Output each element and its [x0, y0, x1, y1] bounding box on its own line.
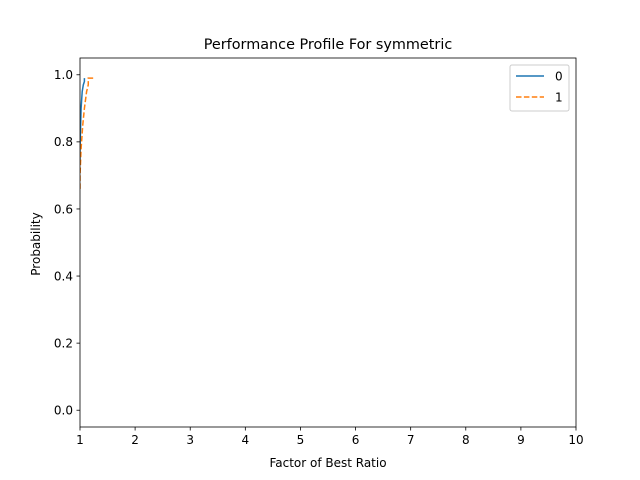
- x-tick-label: 5: [297, 433, 305, 447]
- y-tick-label: 0.2: [54, 336, 73, 350]
- x-tick-label: 7: [407, 433, 415, 447]
- x-tick-label: 9: [517, 433, 525, 447]
- series-line-1: [80, 77, 94, 189]
- x-tick-label: 10: [568, 433, 583, 447]
- x-axis-label: Factor of Best Ratio: [269, 456, 386, 470]
- y-tick-label: 0.8: [54, 135, 73, 149]
- legend: 01: [509, 64, 570, 112]
- x-tick-label: 6: [352, 433, 360, 447]
- x-tick-label: 1: [76, 433, 84, 447]
- y-tick-label: 0.6: [54, 202, 73, 216]
- plot-area: 1 2 3 4 5 6 7 8 9 100.00.20.40.60.81.0: [54, 57, 584, 447]
- legend-label-1: 1: [555, 91, 563, 105]
- chart-title: Performance Profile For symmetric: [204, 37, 453, 53]
- y-axis-label: Probability: [29, 212, 43, 275]
- x-tick-label: 2: [131, 433, 139, 447]
- y-tick-label: 1.0: [54, 68, 73, 82]
- x-tick-label: 8: [462, 433, 470, 447]
- axes-frame: [79, 57, 577, 428]
- y-tick-label: 0.0: [54, 404, 73, 418]
- x-tick-label: 4: [242, 433, 250, 447]
- y-tick-label: 0.4: [54, 269, 73, 283]
- legend-label-0: 0: [555, 70, 563, 84]
- x-tick-label: 3: [186, 433, 194, 447]
